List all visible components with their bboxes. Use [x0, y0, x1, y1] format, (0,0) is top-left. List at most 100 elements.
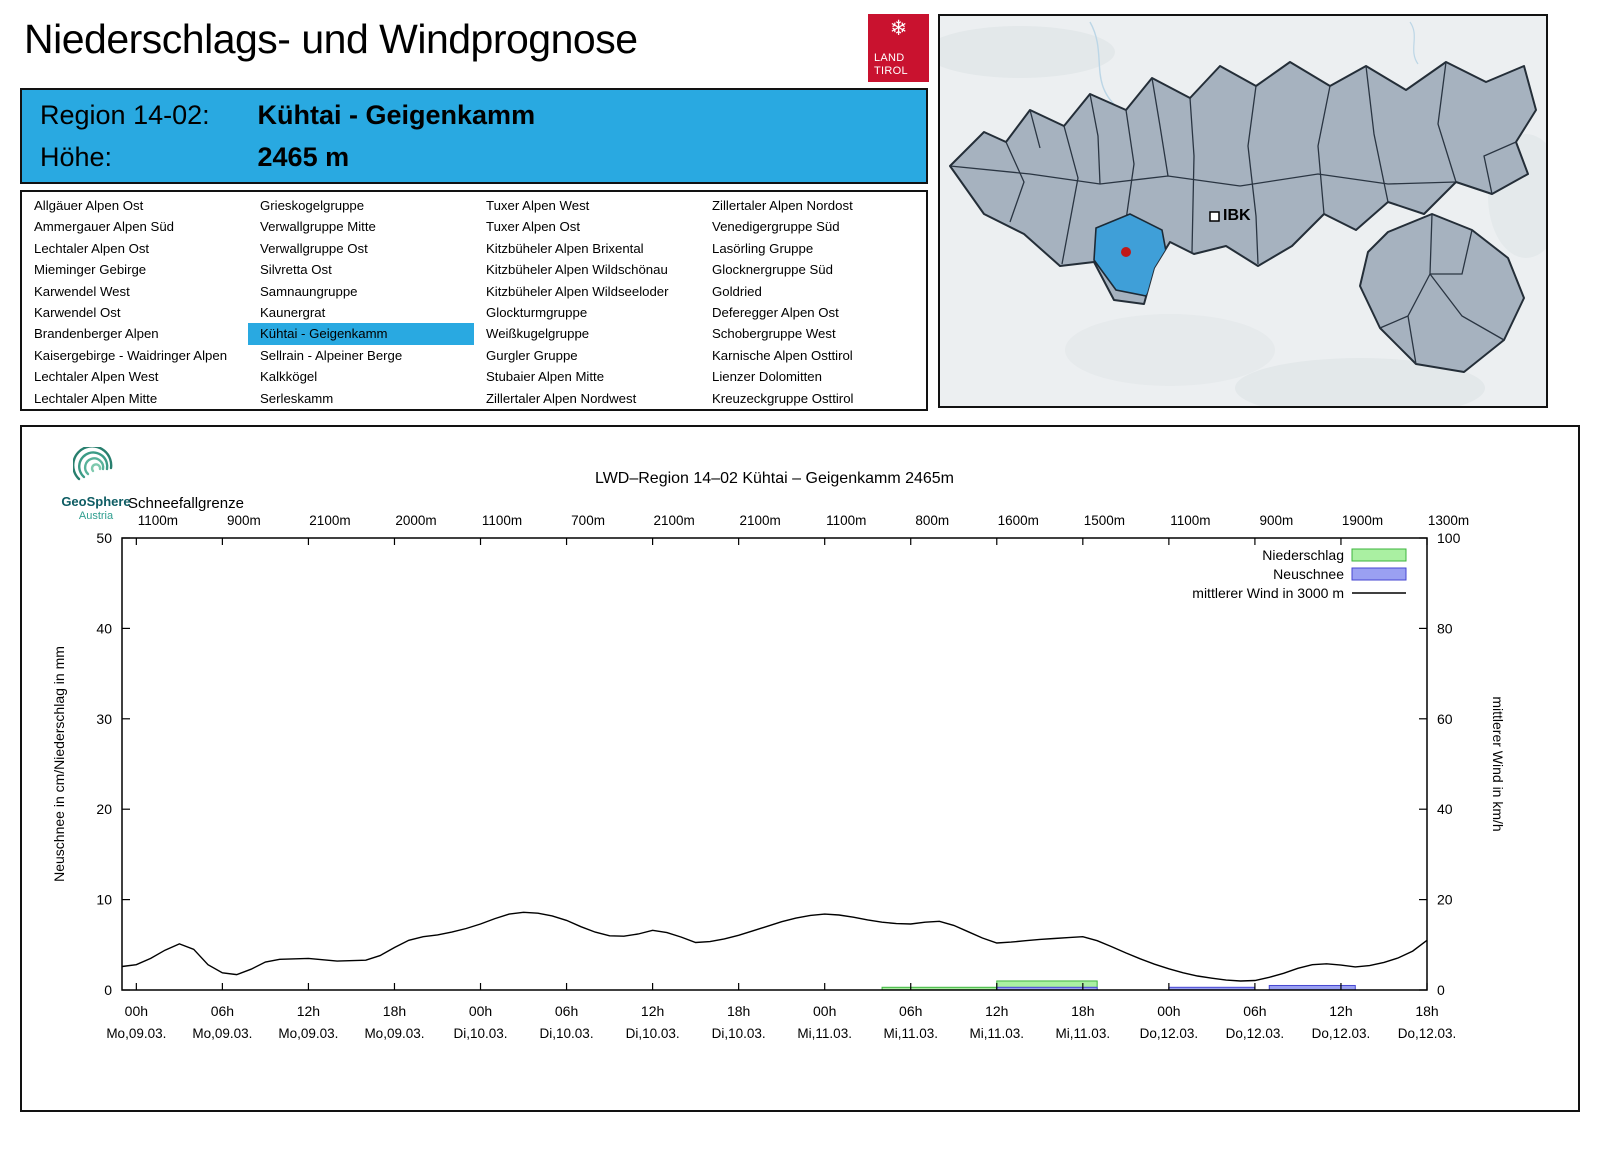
region-list-item[interactable]: Kaisergebirge - Waidringer Alpen: [34, 347, 228, 363]
region-list-item[interactable]: Stubaier Alpen Mitte: [486, 369, 605, 385]
region-list-item[interactable]: Karnische Alpen Osttirol: [712, 347, 853, 363]
x-tick-date: Mi,11.03.: [797, 1026, 852, 1041]
region-list-item[interactable]: Kühtai - Geigenkamm: [248, 323, 474, 345]
geosphere-name: GeoSphere: [61, 494, 131, 509]
region-list-item[interactable]: Lechtaler Alpen Mitte: [34, 390, 158, 406]
region-list-column: Tuxer Alpen West Tuxer Alpen Ost Kitzbühel…: [474, 192, 700, 409]
left-axis-tick: 50: [96, 530, 112, 546]
left-axis-title: Neuschnee in cm/Niederschlag in mm: [51, 646, 67, 882]
x-tick-date: Mo,09.03.: [364, 1026, 424, 1041]
snowfall-limit-value: 1100m: [482, 513, 522, 528]
x-tick-date: Do,12.03.: [1398, 1026, 1457, 1041]
region-list-item[interactable]: Allgäuer Alpen Ost: [34, 198, 144, 213]
region-list-item[interactable]: Brandenberger Alpen: [34, 326, 159, 342]
region-list-item[interactable]: Kaunergrat: [260, 304, 326, 320]
geosphere-logo: GeoSphere Austria: [50, 445, 142, 523]
region-list-item[interactable]: Kitzbüheler Alpen Wildseeloder: [486, 283, 669, 299]
snowfall-limit-value: 700m: [571, 513, 605, 528]
right-axis-tick: 60: [1437, 711, 1453, 727]
snowfall-limit-value: 1100m: [826, 513, 866, 528]
right-axis-tick: 20: [1437, 892, 1453, 908]
snowfall-limit-value: 900m: [227, 513, 261, 528]
region-list-item[interactable]: Gurgler Gruppe: [486, 347, 578, 363]
legend-box-sample: [1351, 548, 1407, 562]
chart-title: LWD–Region 14–02 Kühtai – Geigenkamm 246…: [595, 470, 954, 487]
x-tick-time: 12h: [1329, 1003, 1352, 1019]
x-tick-date: Di,10.03.: [712, 1026, 766, 1041]
region-list-item[interactable]: Verwallgruppe Ost: [260, 240, 368, 256]
east-tirol-region-borders: [1379, 214, 1505, 365]
x-tick-date: Mo,09.03.: [192, 1026, 252, 1041]
left-axis-tick: 10: [96, 892, 112, 908]
region-list-item[interactable]: Zillertaler Alpen Nordost: [712, 198, 853, 213]
region-list-item[interactable]: Ammergauer Alpen Süd: [34, 219, 175, 235]
snowfall-limit-value: 2000m: [395, 513, 436, 528]
region-list-item[interactable]: Goldried: [712, 283, 762, 299]
region-list-item[interactable]: Verwallgruppe Mitte: [260, 219, 376, 235]
region-list-item[interactable]: Deferegger Alpen Ost: [712, 304, 839, 320]
region-list-item[interactable]: Samnaungruppe: [260, 283, 358, 299]
region-list-item[interactable]: Schobergruppe West: [712, 326, 836, 342]
region-list-column: Zillertaler Alpen Nordost Venedigergruppe…: [700, 192, 926, 409]
snowflake-icon: ❄: [889, 16, 908, 40]
region-row: Region 14-02: Kühtai - Geigenkamm: [40, 100, 535, 131]
region-list-item[interactable]: Venedigergruppe Süd: [712, 219, 840, 235]
forecast-chart-panel: LWD–Region 14–02 Kühtai – Geigenkamm 246…: [20, 425, 1580, 1112]
x-tick-time: 06h: [1243, 1003, 1266, 1019]
x-tick-date: Do,12.03.: [1312, 1026, 1371, 1041]
region-list-item[interactable]: Lechtaler Alpen Ost: [34, 240, 150, 256]
region-list-item[interactable]: Grieskogelgruppe: [260, 198, 365, 213]
x-tick-date: Mi,11.03.: [1056, 1026, 1111, 1041]
region-list-item[interactable]: Karwendel West: [34, 283, 130, 299]
region-list-item[interactable]: Kreuzeckgruppe Osttirol: [712, 390, 854, 406]
region-list-item[interactable]: Silvretta Ost: [260, 262, 332, 278]
x-tick-time: 00h: [813, 1003, 836, 1019]
legend-box-sample: [1351, 567, 1407, 581]
snowfall-limit-value: 2100m: [309, 513, 350, 528]
tirol-region-map[interactable]: IBK: [938, 14, 1548, 408]
x-tick-time: 18h: [383, 1003, 406, 1019]
region-list: Allgäuer Alpen Ost Ammergauer Alpen Süd Le…: [20, 190, 928, 411]
region-list-item[interactable]: Serleskamm: [260, 390, 334, 406]
legend-label: Neuschnee: [1273, 566, 1344, 582]
region-list-item[interactable]: Lechtaler Alpen West: [34, 369, 159, 385]
legend-label: Niederschlag: [1262, 547, 1344, 563]
region-list-item[interactable]: Tuxer Alpen West: [486, 198, 590, 213]
region-list-item[interactable]: Kalkkögel: [260, 369, 318, 385]
region-list-item[interactable]: Mieminger Gebirge: [34, 262, 147, 278]
land-tirol-logo: ❄ LAND TIROL: [868, 14, 929, 82]
altitude-row: Höhe: 2465 m: [40, 142, 349, 173]
map-terrain-shading: [940, 21, 1546, 406]
wind-line: [121, 911, 1428, 982]
region-list-item[interactable]: Kitzbüheler Alpen Brixental: [486, 240, 644, 256]
right-axis-title: mittlerer Wind in km/h: [1490, 696, 1506, 831]
left-axis-tick: 0: [104, 982, 112, 998]
region-list-item[interactable]: Weißkugelgruppe: [486, 326, 590, 342]
x-tick-time: 12h: [641, 1003, 664, 1019]
x-tick-date: Do,12.03.: [1226, 1026, 1285, 1041]
logo-line-1: LAND: [874, 52, 905, 65]
snowfall-limit-value: 2100m: [740, 513, 781, 528]
x-tick-date: Di,10.03.: [540, 1026, 594, 1041]
region-list-item[interactable]: Tuxer Alpen Ost: [486, 219, 581, 235]
region-list-item[interactable]: Glockturmgruppe: [486, 304, 588, 320]
station-dot-icon: [1121, 247, 1131, 257]
region-list-item[interactable]: Zillertaler Alpen Nordwest: [486, 390, 637, 406]
region-list-item[interactable]: Glocknergruppe Süd: [712, 262, 833, 278]
region-list-item[interactable]: Lasörling Gruppe: [712, 240, 814, 256]
x-tick-time: 12h: [297, 1003, 320, 1019]
region-list-item[interactable]: Karwendel Ost: [34, 304, 121, 320]
logo-line-2: TIROL: [874, 64, 908, 77]
region-list-item[interactable]: Lienzer Dolomitten: [712, 369, 822, 385]
snowfall-limit-value: 1100m: [138, 513, 178, 528]
ibk-marker-icon: [1209, 211, 1220, 222]
page-title: Niederschlags- und Windprognose: [24, 16, 638, 62]
region-list-item[interactable]: Sellrain - Alpeiner Berge: [260, 347, 403, 363]
x-tick-time: 18h: [1071, 1003, 1094, 1019]
region-list-item[interactable]: Kitzbüheler Alpen Wildschönau: [486, 262, 668, 278]
x-tick-time: 00h: [125, 1003, 148, 1019]
tirol-map-svg: IBK: [940, 16, 1546, 406]
x-tick-time: 00h: [1157, 1003, 1180, 1019]
x-tick-date: Di,10.03.: [626, 1026, 680, 1041]
